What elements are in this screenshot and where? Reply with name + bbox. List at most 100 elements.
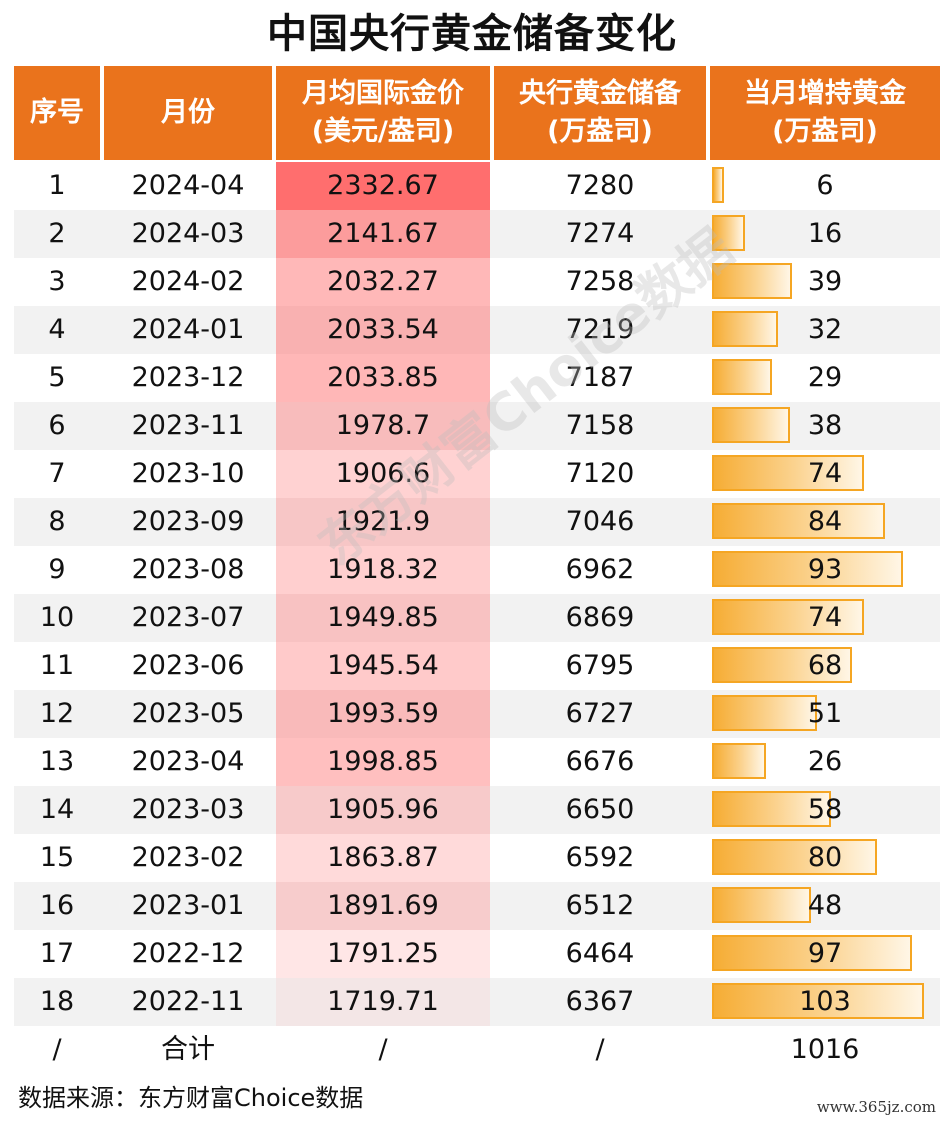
cell-increase: 97: [807, 938, 843, 969]
cell-increase: 29: [807, 362, 843, 393]
increase-bar: [712, 695, 817, 731]
price-heat-cell: [276, 162, 490, 210]
cell-month: 2023-05: [131, 698, 245, 729]
cell-increase: 58: [807, 794, 843, 825]
cell-index: 9: [48, 554, 66, 585]
header-month-label: 月份: [161, 97, 215, 128]
header-increase: 当月增持黄金 (万盎司): [710, 66, 940, 160]
cell-month: 2023-08: [131, 554, 245, 585]
price-heat-cell: [276, 834, 490, 882]
cell-price: 1949.85: [327, 602, 439, 633]
price-heat-cell: [276, 738, 490, 786]
price-heat-cell: [276, 978, 490, 1026]
price-heat-cell: [276, 402, 490, 450]
increase-bar: [712, 503, 885, 539]
table-row: 17 2022-12 1791.25 6464 97: [14, 930, 940, 978]
cell-increase: 80: [807, 842, 843, 873]
cell-reserve: 6795: [565, 650, 635, 681]
cell-month: 2023-03: [131, 794, 245, 825]
cell-index: 8: [48, 506, 66, 537]
cell-price: 1998.85: [327, 746, 439, 777]
header-reserve-unit: (万盎司): [547, 116, 653, 147]
header-increase-unit: (万盎司): [772, 116, 878, 147]
cell-month: 2024-02: [131, 266, 245, 297]
cell-increase: 6: [816, 170, 834, 201]
header-price-label: 月均国际金价: [302, 78, 464, 109]
cell-price: 2141.67: [327, 218, 439, 249]
cell-index: 4: [48, 314, 66, 345]
cell-increase: 74: [807, 602, 843, 633]
cell-price: 1906.6: [335, 458, 431, 489]
cell-reserve: 6727: [565, 698, 635, 729]
increase-bar: [712, 599, 864, 635]
total-index: /: [52, 1034, 62, 1065]
increase-bar: [712, 263, 792, 299]
price-heat-cell: [276, 450, 490, 498]
cell-increase: 48: [807, 890, 843, 921]
cell-price: 1905.96: [327, 794, 439, 825]
cell-price: 2033.85: [327, 362, 439, 393]
cell-increase: 74: [807, 458, 843, 489]
cell-price: 2032.27: [327, 266, 439, 297]
table-row: 10 2023-07 1949.85 6869 74: [14, 594, 940, 642]
cell-increase: 26: [807, 746, 843, 777]
cell-month: 2024-04: [131, 170, 245, 201]
cell-index: 6: [48, 410, 66, 441]
table-row: 11 2023-06 1945.54 6795 68: [14, 642, 940, 690]
cell-index: 5: [48, 362, 66, 393]
header-increase-label: 当月增持黄金: [744, 78, 906, 109]
cell-month: 2023-04: [131, 746, 245, 777]
price-heat-cell: [276, 882, 490, 930]
cell-reserve: 6676: [565, 746, 635, 777]
cell-increase: 93: [807, 554, 843, 585]
cell-index: 15: [39, 842, 75, 873]
total-price: /: [378, 1034, 388, 1065]
price-heat-cell: [276, 594, 490, 642]
total-increase: 1016: [790, 1034, 860, 1065]
cell-reserve: 6367: [565, 986, 635, 1017]
price-heat-cell: [276, 930, 490, 978]
cell-month: 2023-01: [131, 890, 245, 921]
cell-price: 1891.69: [327, 890, 439, 921]
increase-bar: [712, 551, 903, 587]
cell-reserve: 6592: [565, 842, 635, 873]
increase-bar: [712, 407, 790, 443]
increase-bar: [712, 167, 724, 203]
cell-month: 2023-02: [131, 842, 245, 873]
table-row: 12 2023-05 1993.59 6727 51: [14, 690, 940, 738]
table-row: 8 2023-09 1921.9 7046 84: [14, 498, 940, 546]
cell-index: 10: [39, 602, 75, 633]
cell-month: 2023-06: [131, 650, 245, 681]
price-heat-cell: [276, 642, 490, 690]
increase-bar: [712, 311, 778, 347]
total-row: / 合计 / / 1016: [14, 1026, 940, 1074]
cell-increase: 38: [807, 410, 843, 441]
cell-reserve: 6650: [565, 794, 635, 825]
increase-bar: [712, 359, 772, 395]
cell-increase: 84: [807, 506, 843, 537]
cell-month: 2023-11: [131, 410, 245, 441]
increase-bar: [712, 935, 912, 971]
cell-price: 1945.54: [327, 650, 439, 681]
table-row: 16 2023-01 1891.69 6512 48: [14, 882, 940, 930]
increase-bar: [712, 887, 811, 923]
cell-reserve: 7120: [565, 458, 635, 489]
table-row: 13 2023-04 1998.85 6676 26: [14, 738, 940, 786]
header-index-label: 序号: [30, 97, 84, 128]
cell-price: 1791.25: [327, 938, 439, 969]
source-note: 数据来源：东方财富Choice数据: [18, 1084, 364, 1112]
cell-index: 2: [48, 218, 66, 249]
cell-index: 17: [39, 938, 75, 969]
table-row: 15 2023-02 1863.87 6592 80: [14, 834, 940, 882]
table-row: 7 2023-10 1906.6 7120 74: [14, 450, 940, 498]
price-heat-cell: [276, 354, 490, 402]
header-index: 序号: [14, 66, 100, 160]
cell-index: 18: [39, 986, 75, 1017]
cell-price: 1921.9: [335, 506, 431, 537]
cell-reserve: 6512: [565, 890, 635, 921]
cell-reserve: 7187: [565, 362, 635, 393]
cell-reserve: 7158: [565, 410, 635, 441]
header-price: 月均国际金价 (美元/盎司): [276, 66, 490, 160]
price-heat-cell: [276, 258, 490, 306]
cell-reserve: 7258: [565, 266, 635, 297]
